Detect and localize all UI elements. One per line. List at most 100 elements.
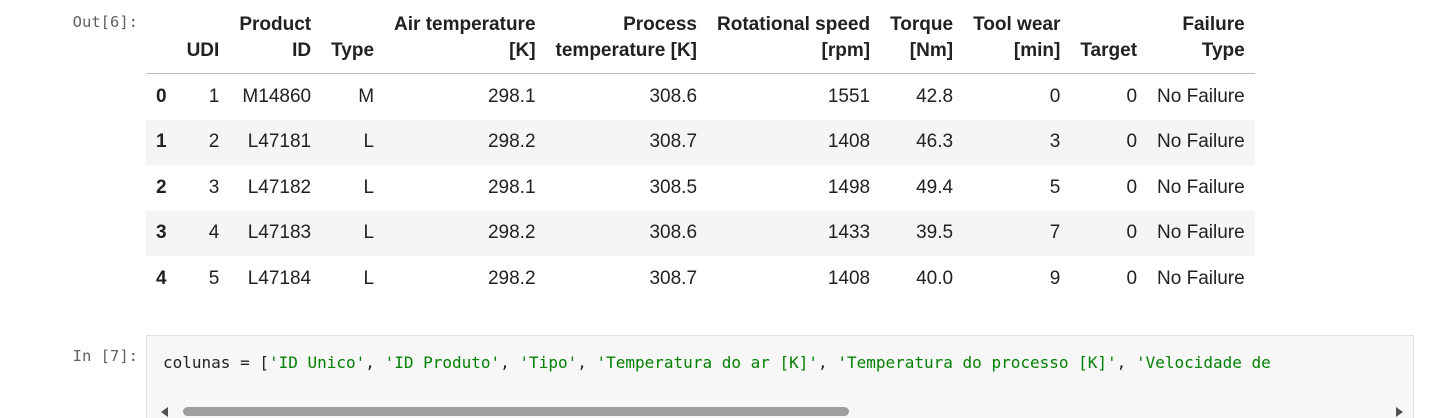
table-cell: No Failure	[1157, 222, 1245, 244]
output-prompt: Out[6]:	[72, 13, 138, 31]
table-row: 0 1 M14860 M 298.1 308.6 1551 42.8 0 0 No Failure	[146, 74, 1255, 120]
table-cell: 308.7	[649, 131, 698, 153]
column-header-line: [min]	[1013, 40, 1061, 61]
table-cell: L	[363, 131, 375, 153]
column-header-line: [rpm]	[821, 40, 871, 61]
input-prompt: In [7]:	[72, 347, 138, 365]
table-row: 2 3 L47182 L 298.1 308.5 1498 49.4 5 0 No Failure	[146, 165, 1255, 211]
table-row: 1 2 L47181 L 298.2 308.7 1408 46.3 3 0 No Failure	[146, 119, 1255, 165]
code-token: ,	[818, 353, 838, 372]
column-header: Torque [Nm]	[880, 9, 964, 74]
code-token: ,	[500, 353, 520, 372]
table-cell: 0	[1049, 85, 1061, 107]
column-header-line: [K]	[509, 40, 536, 61]
column-header-line: Air temperature	[394, 14, 536, 35]
column-header: UDI	[176, 9, 230, 74]
table-cell: 298.2	[487, 131, 536, 153]
table-cell: 46.3	[916, 131, 954, 153]
table-cell: No Failure	[1157, 267, 1245, 289]
row-index: 2	[156, 176, 167, 198]
table-body: 0 1 M14860 M 298.1 308.6 1551 42.8 0 0 No Failure 1…	[146, 74, 1255, 302]
code-token: colunas = [	[163, 353, 269, 372]
column-header: Failure Type	[1147, 9, 1255, 74]
table-cell: M14860	[242, 85, 312, 107]
table-cell: 7	[1049, 222, 1061, 244]
horizontal-scrollbar[interactable]	[157, 406, 1405, 418]
scrollbar-thumb[interactable]	[183, 407, 849, 416]
column-header: Tool wear [min]	[963, 9, 1071, 74]
row-index: 0	[156, 85, 167, 107]
row-index: 4	[156, 267, 167, 289]
table-cell: 42.8	[916, 85, 954, 107]
output-area: UDI Product ID Type Air temperature [K] Proces…	[146, 9, 1255, 302]
column-header: Product ID	[229, 9, 322, 74]
table-cell: 0	[1126, 85, 1138, 107]
scroll-right-arrow-icon[interactable]	[1396, 407, 1403, 417]
scroll-left-arrow-icon[interactable]	[161, 407, 168, 417]
table-cell: 40.0	[916, 267, 954, 289]
table-cell: 308.6	[649, 222, 698, 244]
code-string-token: 'Temperatura do ar [K]'	[596, 353, 819, 372]
table-cell: L	[363, 267, 375, 289]
table-header-row: UDI Product ID Type Air temperature [K] Proces…	[146, 9, 1255, 74]
code-string-token: 'ID Produto'	[384, 353, 501, 372]
table-cell: 1433	[827, 222, 871, 244]
table-cell: 5	[208, 267, 220, 289]
column-header-line: Failure	[1182, 14, 1245, 35]
column-header-line: [Nm]	[909, 40, 954, 61]
column-header-line: UDI	[186, 40, 220, 61]
row-index: 1	[156, 131, 167, 153]
column-header: Process temperature [K]	[545, 9, 708, 74]
table-row: 3 4 L47183 L 298.2 308.6 1433 39.5 7 0 No Failure	[146, 210, 1255, 256]
code-token: ,	[1116, 353, 1136, 372]
column-header-line: temperature [K]	[555, 40, 698, 61]
table-cell: 298.2	[487, 267, 536, 289]
table-cell: 1	[208, 85, 220, 107]
code-cell[interactable]: colunas = ['ID Unico', 'ID Produto', 'Ti…	[146, 335, 1414, 418]
table-cell: 9	[1049, 267, 1061, 289]
table-cell: No Failure	[1157, 176, 1245, 198]
table-cell: 2	[208, 131, 220, 153]
table-cell: 308.5	[649, 176, 698, 198]
column-header-line: ID	[292, 40, 312, 61]
column-header-line: Tool wear	[973, 14, 1061, 35]
row-index: 3	[156, 222, 167, 244]
table-cell: No Failure	[1157, 85, 1245, 107]
table-cell: 298.2	[487, 222, 536, 244]
table-row: 4 5 L47184 L 298.2 308.7 1408 40.0 9 0 No Failure	[146, 256, 1255, 302]
table-cell: 0	[1126, 267, 1138, 289]
table-cell: L47184	[247, 267, 312, 289]
code-string-token: 'Velocidade de	[1135, 353, 1271, 372]
table-cell: 298.1	[487, 85, 536, 107]
column-header: Target	[1070, 9, 1148, 74]
column-header: Type	[321, 9, 385, 74]
table-cell: 308.6	[649, 85, 698, 107]
code-token: ,	[577, 353, 597, 372]
column-header: Air temperature [K]	[384, 9, 546, 74]
column-header-line: Target	[1080, 40, 1138, 61]
table-cell: L	[363, 222, 375, 244]
table-cell: 298.1	[487, 176, 536, 198]
table-cell: L47182	[247, 176, 312, 198]
table-cell: 49.4	[916, 176, 954, 198]
column-header-line: Product	[239, 14, 312, 35]
table-cell: 3	[1049, 131, 1061, 153]
table-cell: 1551	[827, 85, 871, 107]
column-header-line: Type	[331, 40, 375, 61]
table-cell: 1408	[827, 131, 871, 153]
column-header-line: Process	[623, 14, 698, 35]
table-cell: 308.7	[649, 267, 698, 289]
table-cell: 1408	[827, 267, 871, 289]
table-cell: 39.5	[916, 222, 954, 244]
code-string-token: 'ID Unico'	[268, 353, 366, 372]
table-cell: 3	[208, 176, 220, 198]
column-header: Rotational speed [rpm]	[707, 9, 881, 74]
table-cell: 1498	[827, 176, 871, 198]
index-header	[146, 9, 177, 74]
table-cell: M	[358, 85, 375, 107]
table-cell: No Failure	[1157, 131, 1245, 153]
column-header-line: Torque	[890, 14, 954, 35]
code-line[interactable]: colunas = ['ID Unico', 'ID Produto', 'Ti…	[163, 353, 1271, 372]
table-cell: 0	[1126, 131, 1138, 153]
